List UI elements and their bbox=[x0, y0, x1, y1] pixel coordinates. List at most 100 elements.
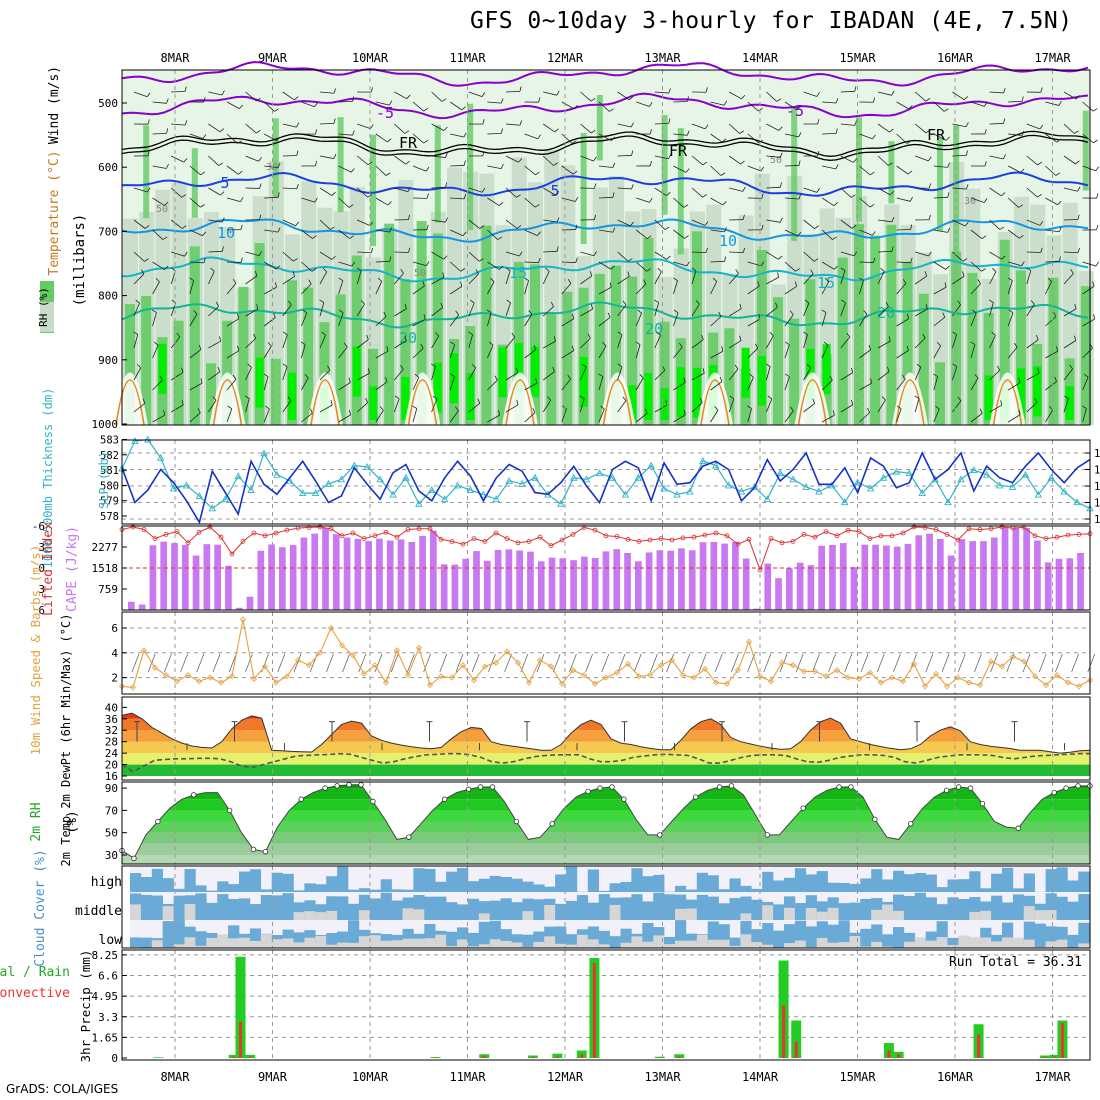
temp-tick-label: 20 bbox=[105, 759, 118, 772]
lifted-index-marker bbox=[625, 536, 631, 542]
thickness-tick-label: 581 bbox=[100, 465, 119, 477]
wind-barb bbox=[226, 318, 240, 327]
thickness-marker bbox=[376, 475, 384, 483]
cloud-cover-bar bbox=[860, 878, 872, 892]
mid-cloud-gray-bar bbox=[522, 911, 534, 920]
cloud-cover-bar bbox=[511, 878, 523, 892]
cloud-cover-bar bbox=[849, 883, 861, 892]
date-label-bottom: 9MAR bbox=[258, 1070, 288, 1084]
temp-color-band bbox=[122, 713, 1090, 719]
low-cloud-gray-bar bbox=[860, 946, 872, 948]
wind-barb-flag bbox=[572, 170, 578, 175]
temp-tick-label: 40 bbox=[105, 701, 118, 714]
wind-barb bbox=[245, 91, 257, 102]
wind-speed-marker bbox=[283, 673, 291, 680]
rh-marker bbox=[621, 796, 627, 802]
wind-barb-flag bbox=[644, 408, 648, 414]
precip-convective-bar bbox=[482, 1055, 486, 1058]
rh-marker bbox=[298, 796, 304, 802]
rh-frame bbox=[121, 781, 1091, 865]
wind-barb-flag bbox=[482, 119, 485, 125]
wind-barb bbox=[394, 398, 400, 413]
wind-barb bbox=[859, 349, 871, 359]
cloud-axis-label: Cloud Cover (%) bbox=[33, 849, 48, 966]
wind-barb-flag bbox=[247, 363, 252, 368]
wind-barb-flag bbox=[351, 261, 356, 267]
thickness-marker bbox=[866, 484, 875, 492]
wind-barb bbox=[226, 408, 233, 423]
wind-barb bbox=[933, 165, 948, 168]
wind-barb-flag bbox=[936, 341, 941, 347]
wind-barb-flag bbox=[1077, 214, 1080, 220]
wind-barb-flag bbox=[1007, 277, 1013, 281]
wind-barb bbox=[561, 133, 573, 144]
wind-barb bbox=[766, 307, 778, 317]
date-label-top: 17MAR bbox=[1034, 51, 1071, 65]
wind-barb-flag bbox=[277, 192, 280, 198]
wind-barb-flag bbox=[468, 331, 473, 335]
cloud-cover-bar bbox=[358, 894, 371, 920]
wind-barb bbox=[598, 101, 610, 112]
surface-wind-barb bbox=[876, 653, 885, 673]
wind-speed-marker bbox=[261, 663, 269, 670]
precip-convective-bar bbox=[1060, 1023, 1064, 1058]
wind-barb-flag bbox=[193, 310, 198, 315]
wind-barb bbox=[301, 229, 313, 239]
wind-barb-flag bbox=[945, 136, 950, 141]
rh-green-band bbox=[999, 239, 1010, 425]
low-cloud-gray-bar bbox=[751, 942, 763, 948]
wind-barb-flag bbox=[779, 152, 783, 158]
wind-barb-flag bbox=[699, 397, 703, 403]
wind-barb bbox=[840, 187, 852, 198]
wind-barb bbox=[431, 91, 443, 102]
wind-barb bbox=[970, 197, 985, 203]
cape-bar bbox=[850, 567, 858, 610]
wind-barb-flag bbox=[490, 277, 495, 282]
wind-barb-flag bbox=[761, 224, 764, 230]
wind-speed-marker bbox=[943, 683, 951, 690]
wind-barb-flag bbox=[426, 224, 429, 230]
wind-barb-flag bbox=[203, 257, 206, 263]
cloud-cover-bar bbox=[249, 928, 262, 948]
thickness-marker bbox=[453, 481, 462, 489]
rh-green-band bbox=[1080, 286, 1091, 425]
wind-barb-flag bbox=[988, 299, 994, 303]
wind-barb-flag bbox=[166, 128, 169, 134]
cloud-cover-bar bbox=[467, 932, 480, 948]
cape-bar bbox=[1012, 528, 1020, 610]
wind-barb bbox=[449, 261, 461, 272]
wind-barb bbox=[189, 229, 203, 237]
wind-barb-flag bbox=[488, 341, 494, 346]
wind-barb bbox=[636, 101, 650, 107]
wind-barb bbox=[617, 366, 623, 381]
wind-barb-flag bbox=[377, 277, 383, 282]
date-label-top: 16MAR bbox=[937, 51, 974, 65]
wind-barb bbox=[728, 308, 742, 317]
wind-barb bbox=[691, 402, 703, 413]
cape-bar bbox=[861, 544, 869, 610]
cloud-cover-bar bbox=[882, 934, 894, 948]
cloud-cover-bar bbox=[249, 869, 262, 892]
cape-bar bbox=[1001, 528, 1009, 610]
wind-barb bbox=[301, 412, 313, 423]
thickness-marker bbox=[970, 466, 978, 474]
rh-green-band bbox=[481, 225, 492, 425]
lifted-index-marker bbox=[548, 543, 554, 548]
wind-barb-flag bbox=[184, 86, 187, 92]
cape-bar bbox=[343, 537, 351, 610]
wind-barb-flag bbox=[794, 281, 798, 287]
wind-barb bbox=[487, 379, 498, 391]
rh-marker bbox=[489, 784, 496, 790]
wind-barb-flag bbox=[404, 130, 410, 134]
wind-barb-flag bbox=[408, 214, 410, 220]
contour-label: 50 bbox=[156, 204, 168, 215]
wind-barb bbox=[617, 251, 629, 262]
wind-barb bbox=[859, 280, 864, 295]
cape-bar bbox=[128, 601, 135, 610]
wind-barb bbox=[710, 381, 723, 391]
lifted-index-marker bbox=[482, 539, 488, 544]
wind-speed-marker bbox=[1020, 658, 1028, 665]
wind-barb-flag bbox=[500, 98, 504, 104]
cloud-cover-bar bbox=[130, 937, 142, 948]
wind-barb-flag bbox=[407, 187, 411, 192]
